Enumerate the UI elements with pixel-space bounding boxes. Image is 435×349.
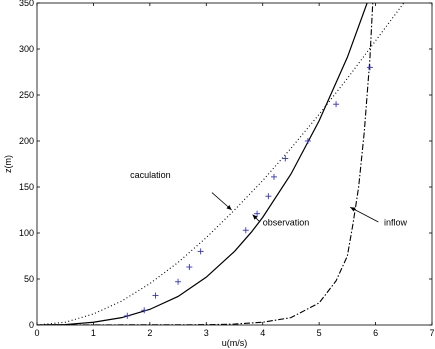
x-tick-label: 7 — [429, 328, 434, 338]
y-tick-label: 250 — [19, 90, 34, 100]
observation-marker — [265, 193, 272, 200]
annotation-arrow-line — [349, 206, 379, 223]
annotation-label-caculation: caculation — [130, 170, 171, 180]
y-tick-label: 150 — [19, 182, 34, 192]
y-axis-title: z(m) — [3, 155, 13, 173]
observation-marker — [304, 138, 311, 144]
x-tick-label: 6 — [373, 328, 378, 338]
observation-marker — [141, 307, 148, 314]
series-line-observation — [37, 3, 368, 325]
x-tick-label: 2 — [147, 328, 152, 338]
observation-marker — [254, 210, 261, 217]
x-tick-label: 3 — [204, 328, 209, 338]
annotation-arrowhead — [226, 205, 232, 210]
observation-marker — [366, 64, 373, 71]
tick-group: 0 1 2 3 4 5 6 7 0 50 100 150 200 250 300 350 — [19, 0, 435, 338]
observation-marker — [124, 312, 131, 319]
x-tick-label: 0 — [34, 328, 39, 338]
annotation-arrowhead — [252, 214, 258, 220]
observation-marker — [333, 101, 340, 108]
annotation-label-observation: observation — [263, 218, 310, 228]
series-line-caculation — [37, 3, 405, 325]
x-tick-label: 1 — [91, 328, 96, 338]
y-tick-label: 100 — [19, 228, 34, 238]
observation-marker — [175, 278, 182, 285]
observation-marker — [282, 155, 289, 162]
annotation-group: caculation observation inflow — [130, 170, 407, 228]
x-tick-label: 5 — [317, 328, 322, 338]
x-axis-title: u(m/s) — [222, 338, 248, 348]
observation-marker — [152, 292, 159, 299]
y-tick-label: 350 — [19, 0, 34, 8]
series-line-inflow — [37, 3, 374, 325]
y-tick-label: 300 — [19, 44, 34, 54]
observation-marker — [242, 227, 249, 234]
x-tick-label: 4 — [260, 328, 265, 338]
series-group — [37, 3, 405, 325]
annotation-label-inflow: inflow — [384, 218, 408, 228]
axes-frame — [36, 2, 433, 326]
y-tick-label: 200 — [19, 136, 34, 146]
observation-marker — [197, 248, 204, 255]
y-tick-label: 50 — [24, 274, 34, 284]
annotation-arrowhead — [350, 207, 356, 212]
y-tick-label: 0 — [29, 320, 34, 330]
observation-marker — [186, 264, 193, 271]
observation-marker — [271, 173, 277, 180]
plot-frame — [36, 2, 433, 326]
